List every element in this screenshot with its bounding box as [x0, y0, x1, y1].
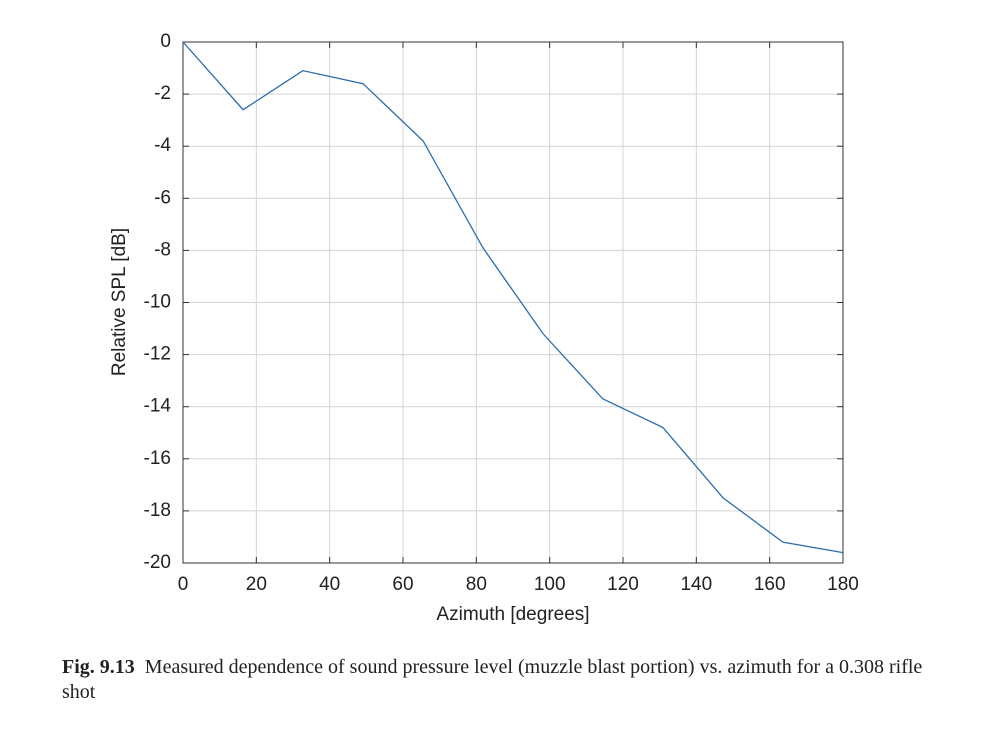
- y-tick-label: -4: [154, 135, 171, 156]
- y-tick-label: -20: [144, 552, 171, 573]
- plot-frame: [182, 41, 844, 564]
- x-tick-label: 60: [392, 574, 413, 595]
- y-tick-label: -10: [144, 292, 171, 313]
- y-tick-label: -16: [144, 448, 171, 469]
- x-axis-label: Azimuth [degrees]: [436, 604, 589, 625]
- y-tick-label: -14: [144, 396, 172, 417]
- x-tick-label: 120: [607, 574, 639, 595]
- y-tick-label: -18: [144, 500, 171, 521]
- x-tick-label: 20: [246, 574, 267, 595]
- y-tick-label: -2: [154, 83, 171, 104]
- x-tick-label: 160: [754, 574, 786, 595]
- x-tick-label: 80: [466, 574, 487, 595]
- chart: Azimuth [degrees] Relative SPL [dB] 0 20 4…: [109, 31, 859, 625]
- caption-label: Fig. 9.13: [62, 656, 135, 678]
- caption-text: Measured dependence of sound pressure le…: [62, 656, 923, 703]
- y-tick-label: 0: [160, 31, 171, 52]
- y-axis-label: Relative SPL [dB]: [109, 228, 130, 376]
- y-tick-label: -12: [144, 344, 171, 365]
- x-tick-label: 0: [178, 574, 189, 595]
- data-line: [182, 41, 844, 554]
- y-tick-label: -8: [154, 239, 171, 260]
- x-tick-label: 40: [319, 574, 340, 595]
- caption: Fig. 9.13 Measured dependence of sound p…: [62, 655, 942, 705]
- y-tick-label: -6: [154, 187, 171, 208]
- x-tick-label: 140: [680, 574, 712, 595]
- x-tick-label: 100: [534, 574, 566, 595]
- x-tick-label: 180: [827, 574, 859, 595]
